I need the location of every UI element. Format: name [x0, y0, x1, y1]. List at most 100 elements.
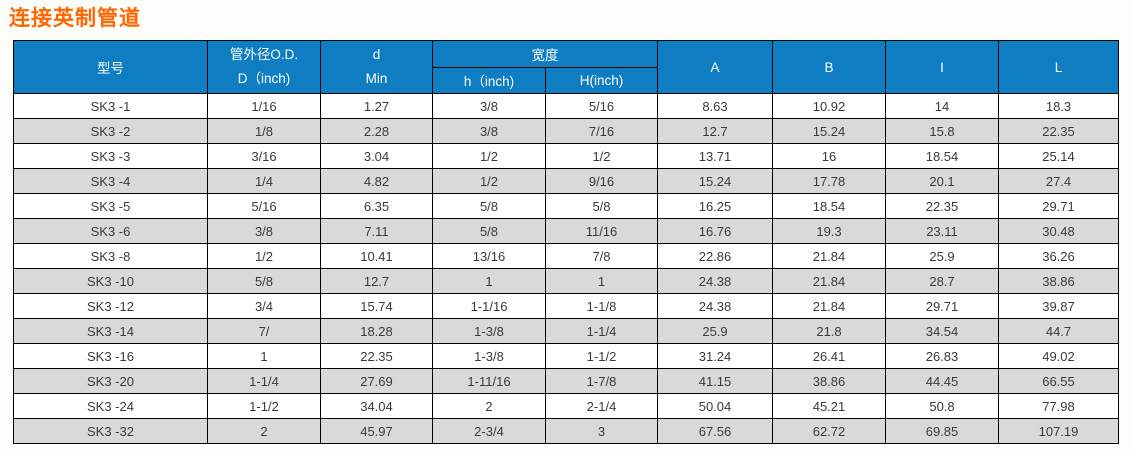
table-cell: 39.87 — [998, 293, 1119, 319]
table-cell: 2-1/4 — [545, 393, 658, 419]
table-cell: 3/4 — [207, 293, 321, 319]
table-cell: 24.38 — [657, 268, 773, 294]
table-cell: 1-1/16 — [432, 293, 546, 319]
table-cell: 5/16 — [545, 93, 658, 119]
table-cell: 12.7 — [657, 118, 773, 144]
table-cell: 6.35 — [320, 193, 433, 219]
table-cell: 2.28 — [320, 118, 433, 144]
table-cell: 5/8 — [432, 218, 546, 244]
table-cell: 2-3/4 — [432, 418, 546, 444]
table-cell: SK3 -24 — [13, 393, 208, 419]
table-cell: 18.3 — [998, 93, 1119, 119]
table-cell: 5/8 — [207, 268, 321, 294]
table-cell: 1-7/8 — [545, 368, 658, 394]
header-a: A — [657, 40, 773, 94]
header-outer-diameter: 管外径O.D. D（inch) — [207, 40, 321, 94]
table-cell: 29.71 — [998, 193, 1119, 219]
table-cell: 8.63 — [657, 93, 773, 119]
table-cell: SK3 -16 — [13, 343, 208, 369]
table-cell: SK3 -12 — [13, 293, 208, 319]
table-cell: SK3 -3 — [13, 143, 208, 169]
table-cell: SK3 -2 — [13, 118, 208, 144]
table-cell: 7/16 — [545, 118, 658, 144]
table-cell: 66.55 — [998, 368, 1119, 394]
table-cell: 1 — [207, 343, 321, 369]
table-cell: 16 — [772, 143, 886, 169]
table-cell: 4.82 — [320, 168, 433, 194]
table-cell: 62.72 — [772, 418, 886, 444]
table-cell: 13/16 — [432, 243, 546, 269]
table-cell: 29.71 — [885, 293, 999, 319]
page-title: 连接英制管道 — [9, 7, 141, 30]
table-cell: 36.26 — [998, 243, 1119, 269]
table-cell: 49.02 — [998, 343, 1119, 369]
table-cell: SK3 -14 — [13, 318, 208, 344]
table-cell: 13.71 — [657, 143, 773, 169]
table-cell: 3/8 — [207, 218, 321, 244]
table-cell: 16.25 — [657, 193, 773, 219]
table-cell: 21.8 — [772, 318, 886, 344]
imperial-pipe-spec-table: 型号 管外径O.D. D（inch) d Min 宽度 A B I L h（in… — [13, 40, 1119, 444]
table-cell: 3/8 — [432, 118, 546, 144]
table-cell: 27.69 — [320, 368, 433, 394]
table-row: SK3 -12 3/4 15.74 1-1/16 1-1/8 24.38 21.84 29.7… — [13, 293, 1119, 319]
table-cell: 17.78 — [772, 168, 886, 194]
table-row: SK3 -32 2 45.97 2-3/4 3 67.56 62.72 69.85 107.19 — [13, 418, 1119, 444]
table-cell: 21.84 — [772, 243, 886, 269]
table-cell: 22.35 — [885, 193, 999, 219]
table-cell: SK3 -4 — [13, 168, 208, 194]
table-cell: 2 — [207, 418, 321, 444]
header-model: 型号 — [13, 40, 208, 94]
table-cell: 44.45 — [885, 368, 999, 394]
table-cell: 5/8 — [432, 193, 546, 219]
table-cell: 19.3 — [772, 218, 886, 244]
table-cell: 28.7 — [885, 268, 999, 294]
table-cell: 20.1 — [885, 168, 999, 194]
table-row: SK3 -20 1-1/4 27.69 1-11/16 1-7/8 41.15 38.86 4… — [13, 368, 1119, 394]
table-cell: 23.11 — [885, 218, 999, 244]
table-row: SK3 -8 1/2 10.41 13/16 7/8 22.86 21.84 25.9 36.2… — [13, 243, 1119, 269]
table-body: SK3 -1 1/16 1.27 3/8 5/16 8.63 10.92 14 18.3 SK3 … — [13, 93, 1119, 444]
table-cell: 1 — [545, 268, 658, 294]
table-cell: 45.97 — [320, 418, 433, 444]
table-cell: 5/8 — [545, 193, 658, 219]
table-cell: 1-1/2 — [207, 393, 321, 419]
table-cell: 25.9 — [885, 243, 999, 269]
table-cell: 67.56 — [657, 418, 773, 444]
table-cell: 1/4 — [207, 168, 321, 194]
table-cell: 1/2 — [545, 143, 658, 169]
table-row: SK3 -3 3/16 3.04 1/2 1/2 13.71 16 18.54 25.14 — [13, 143, 1119, 169]
table-cell: 11/16 — [545, 218, 658, 244]
table-cell: 34.04 — [320, 393, 433, 419]
table-cell: 12.7 — [320, 268, 433, 294]
table-cell: 1/2 — [207, 243, 321, 269]
table-cell: 1-11/16 — [432, 368, 546, 394]
table-cell: 3.04 — [320, 143, 433, 169]
table-cell: 21.84 — [772, 293, 886, 319]
table-cell: 22.35 — [320, 343, 433, 369]
table-cell: 30.48 — [998, 218, 1119, 244]
table-row: SK3 -4 1/4 4.82 1/2 9/16 15.24 17.78 20.1 27.4 — [13, 168, 1119, 194]
table-cell: 1.27 — [320, 93, 433, 119]
table-cell: 1/8 — [207, 118, 321, 144]
table-cell: 31.24 — [657, 343, 773, 369]
header-h-upper: H(inch) — [545, 66, 658, 94]
table-cell: 1-1/4 — [207, 368, 321, 394]
table-cell: 50.8 — [885, 393, 999, 419]
table-cell: 7.11 — [320, 218, 433, 244]
table-cell: 1/2 — [432, 168, 546, 194]
table-cell: 27.4 — [998, 168, 1119, 194]
table-cell: 3 — [545, 418, 658, 444]
table-cell: 25.14 — [998, 143, 1119, 169]
header-b: B — [772, 40, 886, 94]
table-cell: 25.9 — [657, 318, 773, 344]
table-cell: 2 — [432, 393, 546, 419]
table-cell: SK3 -5 — [13, 193, 208, 219]
table-cell: 38.86 — [998, 268, 1119, 294]
table-cell: 5/16 — [207, 193, 321, 219]
table-cell: 1-1/4 — [545, 318, 658, 344]
table-cell: 41.15 — [657, 368, 773, 394]
table-cell: 10.41 — [320, 243, 433, 269]
table-cell: 3/8 — [432, 93, 546, 119]
table-cell: 14 — [885, 93, 999, 119]
